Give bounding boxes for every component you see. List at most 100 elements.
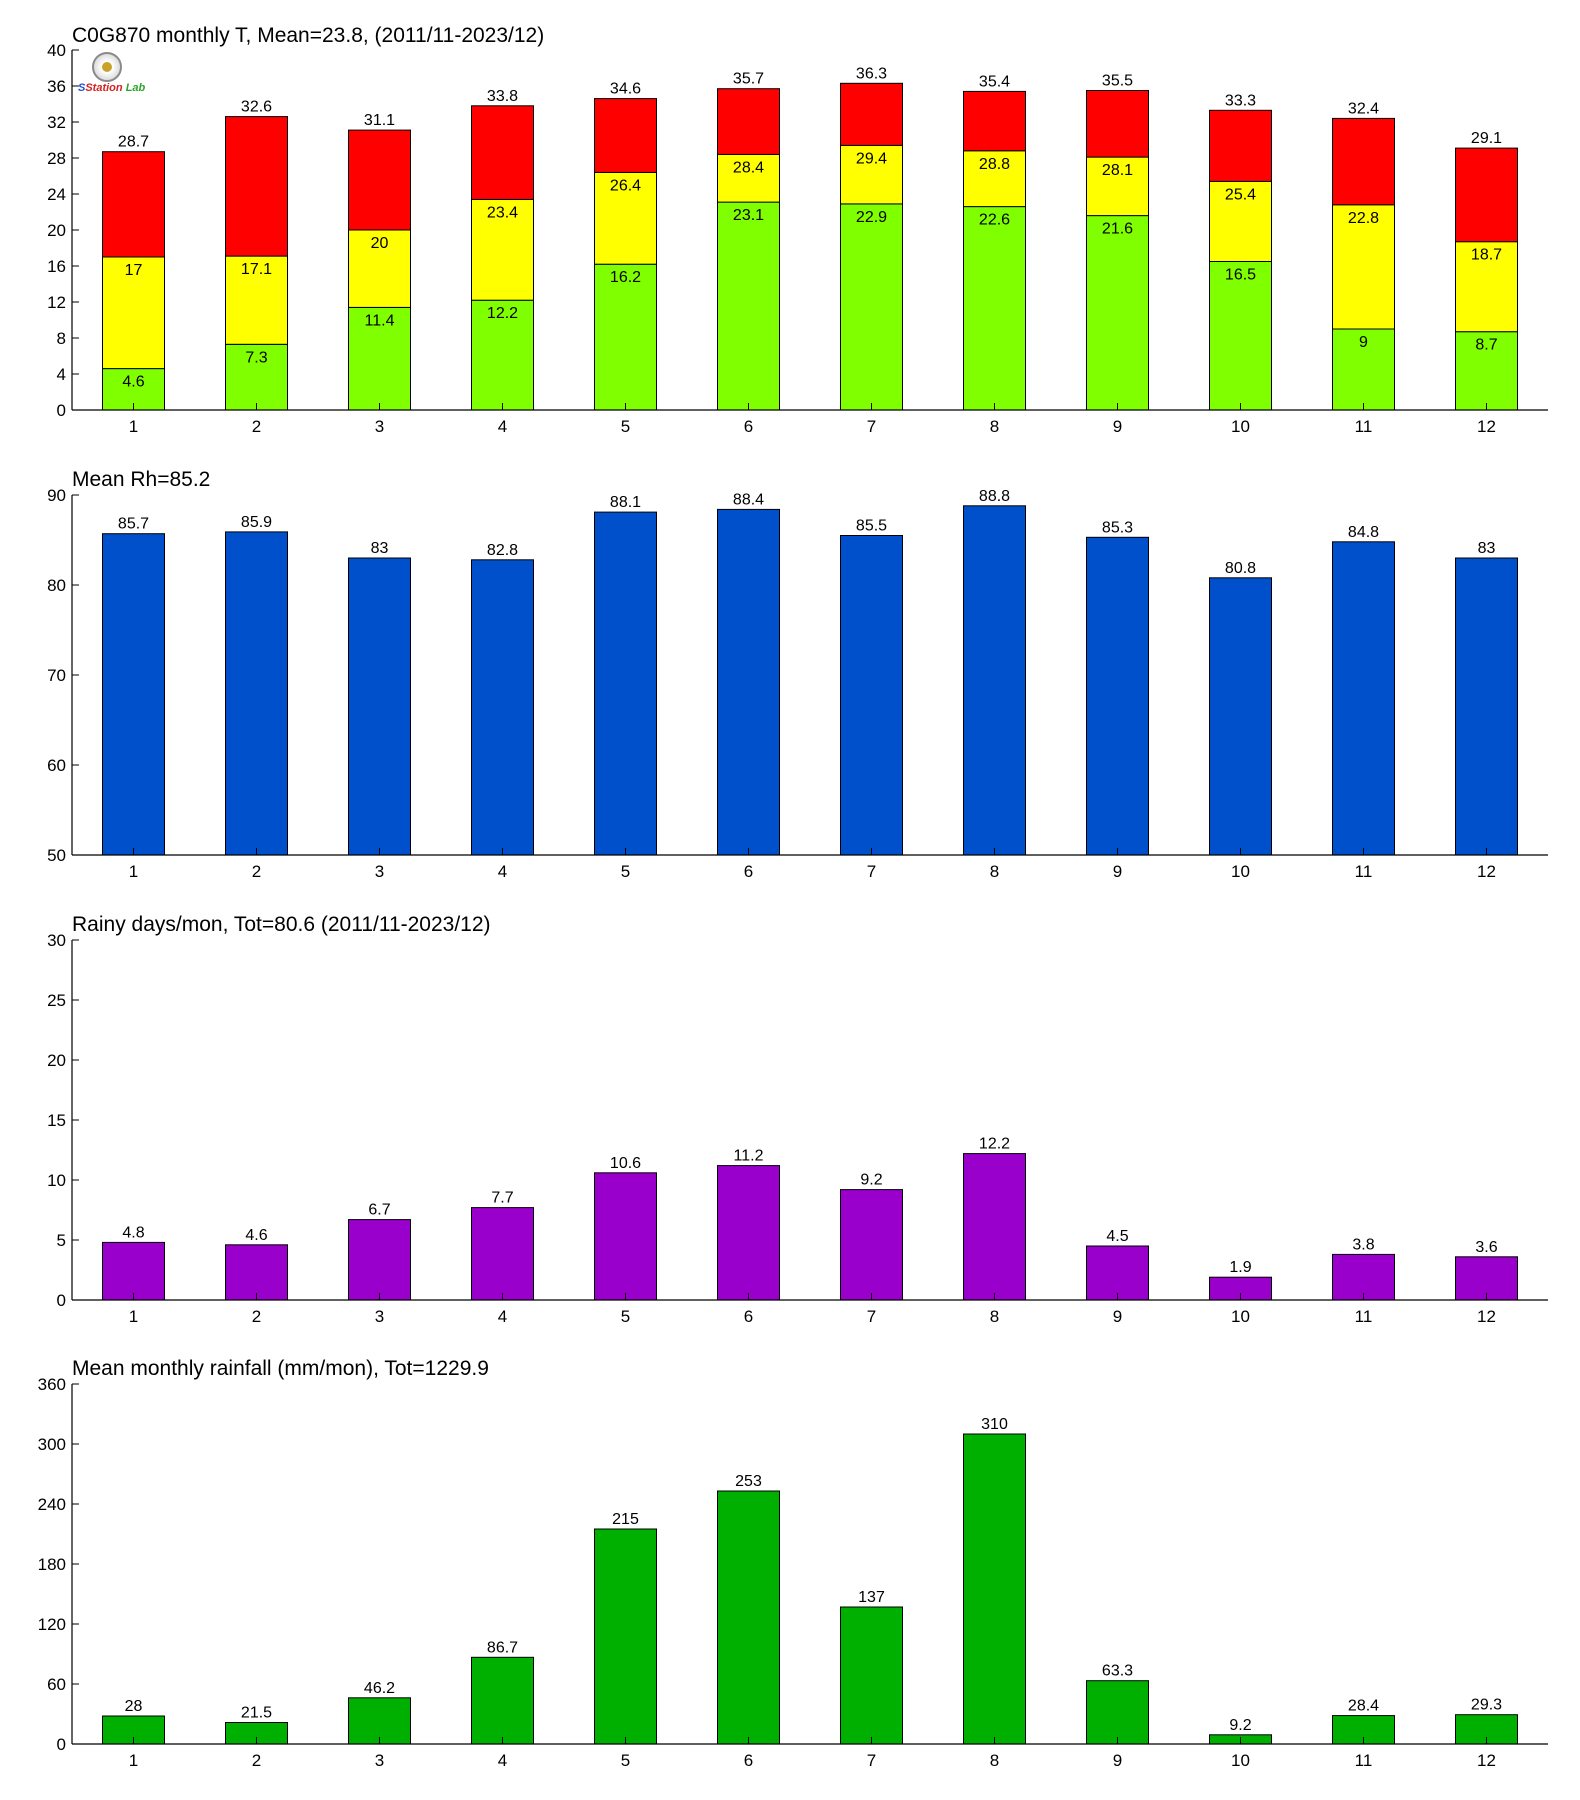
bar <box>225 531 288 856</box>
chart-panel-2: Mean Rh=85.285.7 85.983 82.888.1 88.485.588… <box>47 468 1548 881</box>
data-label-mean: 28.1 <box>1102 162 1133 179</box>
bar <box>1332 541 1395 856</box>
bar <box>1086 1680 1149 1745</box>
data-label: 12.2 <box>979 1136 1010 1153</box>
x-tick-label: 3 <box>375 862 384 881</box>
bar <box>594 1172 657 1301</box>
y-tick-label: 15 <box>47 1111 66 1130</box>
bar <box>471 559 534 856</box>
data-label: 1.9 <box>1229 1259 1251 1276</box>
data-label: 82.8 <box>487 542 518 559</box>
bar <box>840 1189 903 1301</box>
bar-mean <box>840 144 903 205</box>
bar-mean <box>225 255 288 345</box>
data-label-max: 35.5 <box>1102 73 1133 90</box>
bar <box>963 1153 1026 1301</box>
data-label: 85.3 <box>1102 519 1133 536</box>
data-label: 86.7 <box>487 1639 518 1656</box>
data-label: 4.8 <box>122 1224 144 1241</box>
x-tick-label: 7 <box>867 1751 876 1770</box>
x-tick-label: 1 <box>129 1751 138 1770</box>
y-tick-label: 180 <box>38 1555 66 1574</box>
x-tick-label: 12 <box>1477 1751 1496 1770</box>
x-tick-label: 6 <box>744 1751 753 1770</box>
x-tick-label: 11 <box>1355 1751 1373 1770</box>
y-tick-label: 360 <box>38 1375 66 1394</box>
y-tick-label: 20 <box>47 221 66 240</box>
y-tick-label: 28 <box>47 149 66 168</box>
data-label-min: 12.2 <box>487 305 518 322</box>
bar <box>717 1165 780 1301</box>
bar-max <box>102 151 165 258</box>
y-tick-label: 300 <box>38 1435 66 1454</box>
data-label-min: 16.5 <box>1225 267 1256 284</box>
bar <box>717 508 780 856</box>
x-tick-label: 11 <box>1355 862 1373 881</box>
x-tick-label: 2 <box>252 1751 261 1770</box>
data-label: 63.3 <box>1102 1663 1133 1680</box>
x-tick-label: 12 <box>1477 1307 1496 1326</box>
data-label: 4.5 <box>1106 1228 1128 1245</box>
x-tick-label: 12 <box>1477 417 1496 436</box>
y-tick-label: 5 <box>57 1231 66 1250</box>
bar <box>1086 536 1149 856</box>
data-label-max: 34.6 <box>610 81 641 98</box>
data-label: 80.8 <box>1225 560 1256 577</box>
data-label: 85.9 <box>241 514 272 531</box>
bar-min <box>1086 215 1149 411</box>
bar <box>348 1219 411 1301</box>
data-label: 29.3 <box>1471 1697 1502 1714</box>
x-tick-label: 6 <box>744 1307 753 1326</box>
bar-min <box>1455 331 1518 411</box>
y-tick-label: 60 <box>47 1675 66 1694</box>
bar-max <box>471 105 534 200</box>
data-label-max: 35.4 <box>979 73 1010 90</box>
x-tick-label: 3 <box>375 417 384 436</box>
data-label-max: 32.6 <box>241 99 272 116</box>
x-tick-label: 12 <box>1477 862 1496 881</box>
bar-max <box>225 116 288 257</box>
data-label-min: 22.9 <box>856 209 887 226</box>
y-tick-label: 60 <box>47 756 66 775</box>
data-label-mean: 29.4 <box>856 150 887 167</box>
bar-mean <box>102 256 165 370</box>
bar-mean <box>1455 241 1518 333</box>
x-tick-label: 1 <box>129 1307 138 1326</box>
chart-panel-3: Rainy days/mon, Tot=80.6 (2011/11-2023/1… <box>47 913 1548 1326</box>
y-tick-label: 36 <box>47 77 66 96</box>
data-label-min: 9 <box>1359 334 1368 351</box>
bar-min <box>840 203 903 411</box>
data-label-mean: 28.4 <box>733 159 764 176</box>
data-label-min: 23.1 <box>733 207 764 224</box>
y-tick-label: 16 <box>47 257 66 276</box>
data-label-mean: 18.7 <box>1471 247 1502 264</box>
data-label: 46.2 <box>364 1680 395 1697</box>
data-label: 83 <box>1478 540 1496 557</box>
data-label-min: 21.6 <box>1102 221 1133 238</box>
data-label: 7.7 <box>491 1190 513 1207</box>
data-label: 85.5 <box>856 518 887 535</box>
bar-max <box>963 90 1026 152</box>
x-tick-label: 3 <box>375 1307 384 1326</box>
data-label-max: 36.3 <box>856 65 887 82</box>
bar <box>471 1207 534 1301</box>
data-label: 9.2 <box>1229 1717 1251 1734</box>
data-label: 3.8 <box>1352 1236 1374 1253</box>
data-label: 6.7 <box>368 1202 390 1219</box>
data-label-max: 31.1 <box>364 112 395 129</box>
y-tick-label: 50 <box>47 846 66 865</box>
data-label-mean: 22.8 <box>1348 210 1379 227</box>
x-tick-label: 6 <box>744 417 753 436</box>
data-label-mean: 17.1 <box>241 261 272 278</box>
bar <box>1209 577 1272 856</box>
data-label-min: 22.6 <box>979 212 1010 229</box>
data-label-min: 7.3 <box>245 349 267 366</box>
data-label-max: 33.3 <box>1225 92 1256 109</box>
x-tick-label: 7 <box>867 417 876 436</box>
y-tick-label: 8 <box>57 329 66 348</box>
bar <box>594 1528 657 1745</box>
data-label: 11.2 <box>734 1148 764 1165</box>
chart-panel-4: Mean monthly rainfall (mm/mon), Tot=1229… <box>38 1357 1548 1770</box>
